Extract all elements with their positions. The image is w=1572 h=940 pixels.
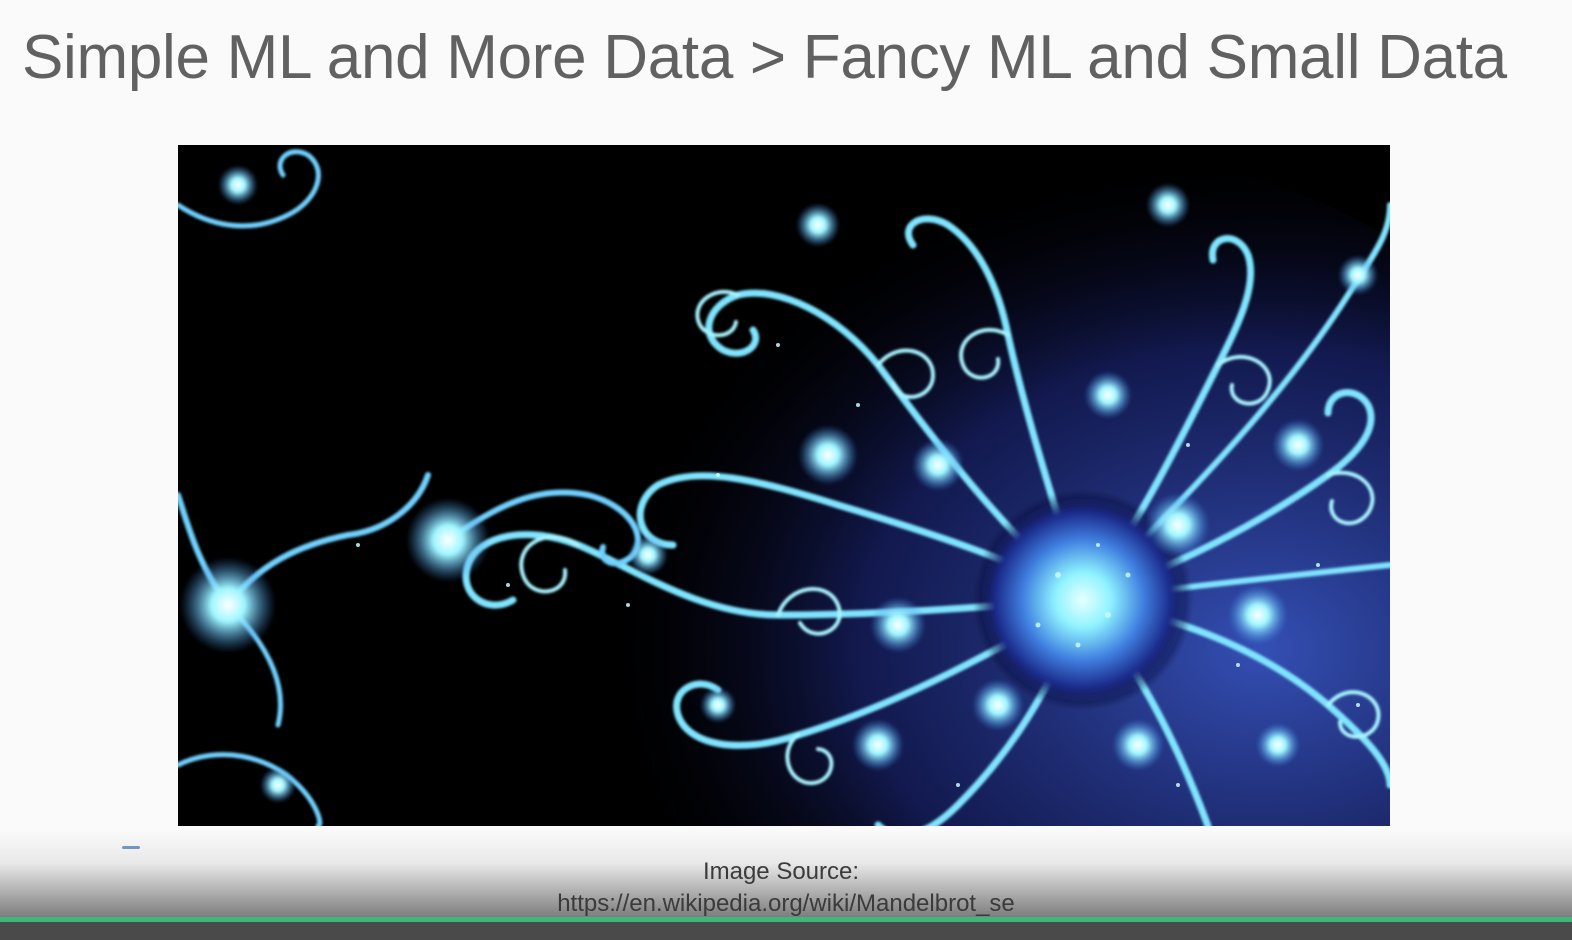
video-progress-fill (0, 917, 1572, 922)
slide-title: Simple ML and More Data > Fancy ML and S… (22, 23, 1507, 92)
video-control-bar (0, 922, 1572, 940)
fractal-svg (178, 145, 1390, 826)
fractal-image (178, 145, 1390, 826)
video-progress-track[interactable] (0, 917, 1572, 922)
stray-mark (122, 846, 140, 849)
image-source-label: Image Source: (702, 858, 860, 885)
image-source-url[interactable]: https://en.wikipedia.org/wiki/Mandelbrot… (557, 890, 1015, 917)
